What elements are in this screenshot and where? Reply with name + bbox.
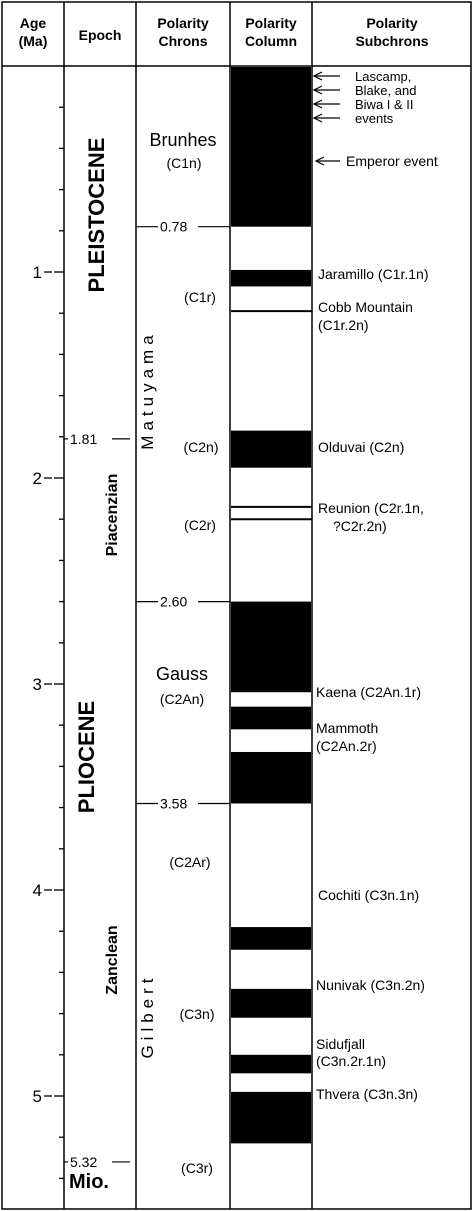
column-headers: Age (Ma) Epoch Polarity Chrons Polarity … <box>19 15 429 49</box>
arrow-emperor <box>314 156 340 166</box>
epoch-header: Epoch <box>79 27 122 43</box>
age-axis: 1 2 3 4 5 <box>33 106 64 1180</box>
age-tick-label: 4 <box>33 881 42 900</box>
stage-piacenzian: Piacenzian <box>104 474 121 557</box>
subchron-nunivak: Nunivak (C3n.2n) <box>316 977 425 993</box>
boundary-label-3-58: 3.58 <box>160 795 187 811</box>
normal-polarity-interval <box>231 988 311 1018</box>
chron-c1r: (C1r) <box>184 289 216 305</box>
normal-polarity-interval <box>231 67 311 227</box>
chrons-header-line2: Chrons <box>159 33 208 49</box>
age-tick-label: 5 <box>33 1087 42 1106</box>
chron-c3n: (C3n) <box>179 1006 214 1022</box>
age-header-line2: (Ma) <box>19 33 48 49</box>
age-tick-label: 2 <box>33 469 42 488</box>
chron-gauss: Gauss <box>156 664 208 684</box>
boundary-label-2-60: 2.60 <box>160 594 187 610</box>
normal-polarity-interval <box>231 1091 311 1144</box>
subchron-events-line1: Lascamp, <box>355 69 411 84</box>
normal-polarity-interval <box>231 706 311 730</box>
subchron-cobb-line2: (C1r.2n) <box>318 317 369 333</box>
chron-gauss-code: (C2An) <box>160 691 204 707</box>
chron-c2ar: (C2Ar) <box>169 854 210 870</box>
chron-brunhes: Brunhes <box>149 130 216 150</box>
subchron-kaena: Kaena (C2An.1r) <box>316 684 421 700</box>
subchron-cobb-line1: Cobb Mountain <box>318 299 413 315</box>
polarity-column <box>231 67 312 1144</box>
subchron-jaramillo: Jaramillo (C1r.1n) <box>318 266 428 282</box>
column-header-line1: Polarity <box>245 15 297 31</box>
arrow-biwa-2 <box>312 113 340 123</box>
boundary-label-5-32: 5.32 <box>70 1154 97 1170</box>
chron-gilbert: Gilbert <box>138 973 157 1058</box>
epoch-boundaries: 0.78 1.81 2.60 3.58 5.32 <box>64 219 230 1170</box>
subchron-mammoth-line1: Mammoth <box>316 720 378 736</box>
arrow-biwa-1 <box>312 99 340 109</box>
chron-c2n: (C2n) <box>183 439 218 455</box>
subchrons-header-line1: Polarity <box>366 15 418 31</box>
chron-brunhes-code: (C1n) <box>166 155 201 171</box>
subchron-thvera: Thvera (C3n.3n) <box>316 1086 418 1102</box>
chron-c3r: (C3r) <box>181 1160 213 1176</box>
chron-matuyama: Matuyama <box>138 330 157 449</box>
boundary-label-0-78: 0.78 <box>160 219 187 235</box>
subchron-emperor: Emperor event <box>346 153 438 169</box>
chrons-header-line1: Polarity <box>157 15 209 31</box>
subchron-reunion-line1: Reunion (C2r.1n, <box>318 500 424 516</box>
chron-c2r: (C2r) <box>184 517 216 533</box>
column-header-line2: Column <box>245 33 297 49</box>
epoch-miocene: Mio. <box>69 1171 109 1193</box>
arrow-lascamp <box>312 71 340 81</box>
subchron-cochiti: Cochiti (C3n.1n) <box>318 887 419 903</box>
age-tick-label: 1 <box>33 263 42 282</box>
normal-polarity-interval <box>231 927 311 950</box>
subchron-sidufjall-line1: Sidufjall <box>316 1036 365 1052</box>
subchron-sidufjall-line2: (C3n.2r.1n) <box>316 1053 386 1069</box>
age-tick-label: 3 <box>33 675 42 694</box>
subchron-mammoth-line2: (C2An.2r) <box>316 738 377 754</box>
normal-polarity-interval <box>231 601 311 693</box>
subchron-olduvai: Olduvai (C2n) <box>318 439 404 455</box>
stage-zanclean: Zanclean <box>104 925 121 994</box>
subchron-events-line3: Biwa I & II <box>355 97 414 112</box>
normal-polarity-interval <box>231 269 311 287</box>
subchrons-header-line2: Subchrons <box>355 33 428 49</box>
subchron-labels: Lascamp, Blake, and Biwa I & II events E… <box>316 69 438 1102</box>
event-arrows <box>312 71 340 166</box>
arrow-blake <box>312 85 340 95</box>
chron-labels: Brunhes (C1n) Matuyama (C1r) (C2n) (C2r)… <box>138 130 219 1176</box>
normal-polarity-interval <box>231 1054 311 1074</box>
subchron-events-line4: events <box>355 111 394 126</box>
normal-polarity-interval <box>231 430 311 468</box>
epoch-pliocene: PLIOCENE <box>74 701 99 813</box>
epoch-pleistocene: PLEISTOCENE <box>84 138 109 293</box>
subchron-events-line2: Blake, and <box>355 83 416 98</box>
age-header-line1: Age <box>20 15 47 31</box>
epoch-labels: PLEISTOCENE PLIOCENE Piacenzian Zanclean… <box>69 138 121 1193</box>
subchron-reunion-line2: ?C2r.2n) <box>333 518 387 534</box>
boundary-label-1-81: 1.81 <box>70 431 97 447</box>
normal-polarity-interval <box>231 751 311 804</box>
